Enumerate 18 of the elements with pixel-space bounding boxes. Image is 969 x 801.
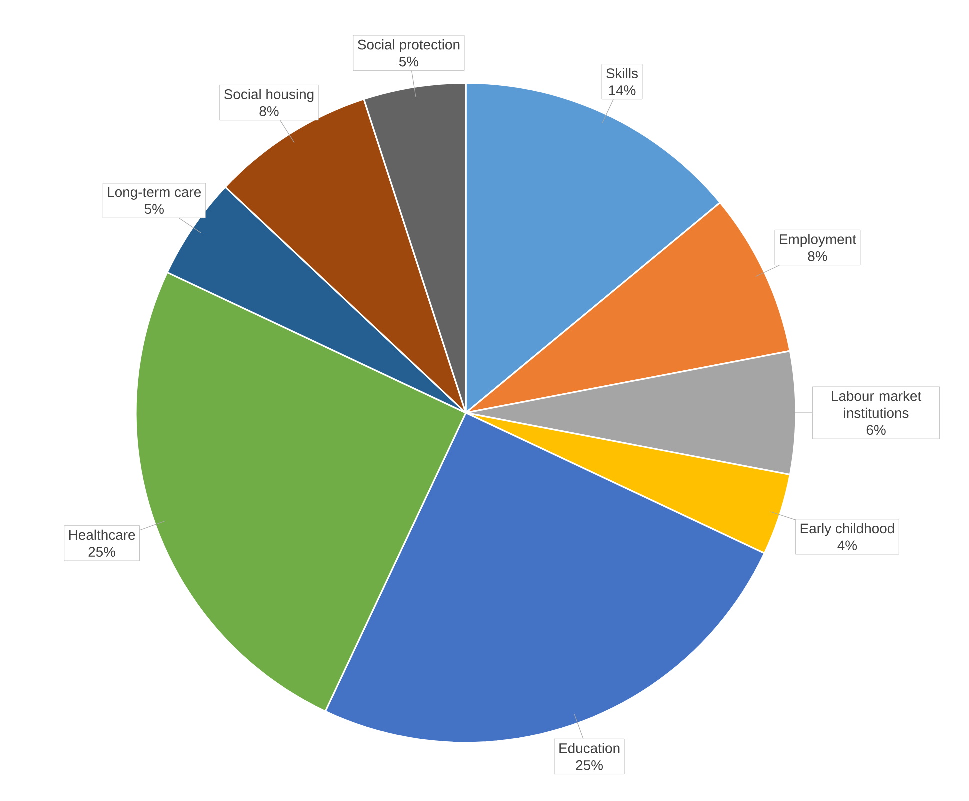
- slice-label: Skills: [606, 68, 638, 79]
- slice-label: Employment: [780, 234, 856, 248]
- slice-label: Education: [560, 743, 620, 754]
- legend-label: Labour market institutions: [832, 390, 922, 418]
- data-label: 25%: [88, 547, 116, 558]
- data-label: 5%: [144, 204, 164, 214]
- data-label: 8%: [808, 251, 828, 262]
- data-label: 25%: [576, 760, 603, 770]
- slice-label: Social protection: [358, 40, 460, 53]
- slice-label: Long-term care: [108, 187, 202, 200]
- slice-label: Healthcare: [69, 530, 136, 540]
- slice-label: Social housing: [224, 89, 314, 102]
- data-label: 5%: [399, 56, 419, 67]
- slice-label: Early childhood: [800, 523, 894, 536]
- data-label: 8%: [260, 106, 279, 116]
- data-label: 6%: [866, 425, 886, 436]
- data-label: 14%: [609, 86, 636, 96]
- data-label: 4%: [838, 540, 858, 550]
